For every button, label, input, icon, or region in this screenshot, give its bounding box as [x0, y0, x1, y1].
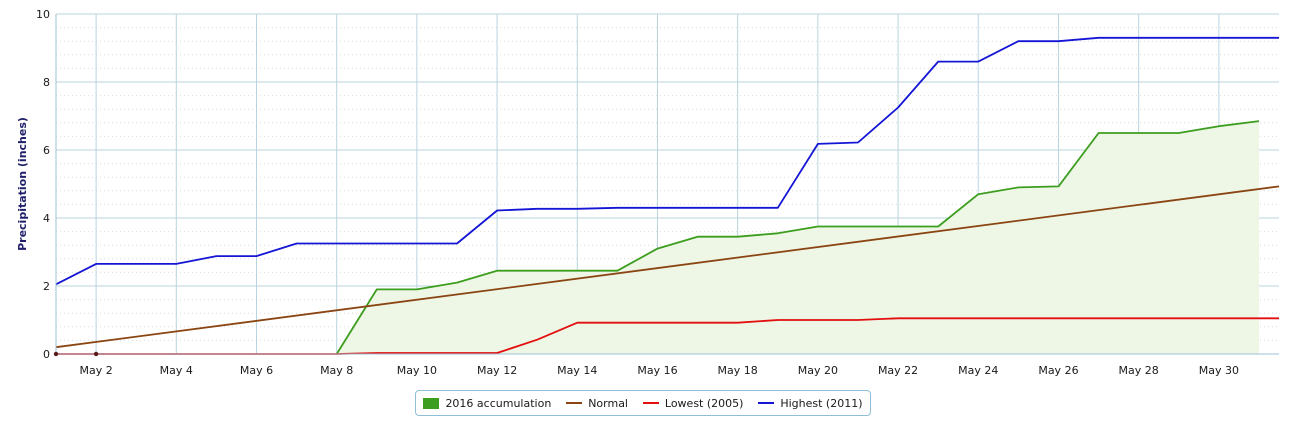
x-tick-label: May 8	[320, 364, 353, 377]
origin-marker	[53, 351, 59, 357]
x-tick-label: May 28	[1119, 364, 1159, 377]
axes-layer	[53, 14, 1279, 357]
series-line-3	[55, 36, 1279, 286]
chart-legend: 2016 accumulation Normal Lowest (2005) H…	[415, 390, 871, 416]
legend-item-lowest[interactable]: Lowest (2005)	[642, 396, 744, 410]
x-tick-label: May 6	[240, 364, 273, 377]
x-tick-label: May 4	[160, 364, 193, 377]
y-axis-label: Precipitation (inches)	[16, 117, 29, 251]
legend-label-normal: Normal	[588, 396, 628, 410]
x-tick-label: May 14	[557, 364, 597, 377]
y-tick-label: 8	[43, 76, 50, 89]
y-tick-label: 2	[43, 280, 50, 293]
legend-item-normal[interactable]: Normal	[566, 397, 628, 410]
x-tick-label: May 12	[477, 364, 517, 377]
x-tick-label: May 24	[958, 364, 998, 377]
series-line-0	[335, 120, 1260, 355]
precipitation-chart: 0 2 4 6 8 10 May 2 May 4 May 6 May 8 May 10 May 12…	[16, 8, 1280, 377]
legend-swatch-normal	[566, 402, 583, 404]
x-tick-label: May 26	[1038, 364, 1078, 377]
series-area-0	[336, 121, 1259, 354]
y-tick-label: 0	[43, 348, 50, 361]
x-tick-label: May 10	[397, 364, 437, 377]
legend-label-lowest: Lowest (2005)	[664, 396, 744, 410]
legend-swatch-lowest	[642, 402, 659, 404]
legend-label-2016: 2016 accumulation	[445, 396, 552, 410]
origin-marker	[93, 351, 99, 357]
x-axis-ticks: May 2 May 4 May 6 May 8 May 10 May 12 May 14 Ma…	[79, 364, 1239, 377]
series-line-1	[55, 185, 1280, 349]
y-axis-ticks: 0 2 4 6 8 10	[36, 8, 50, 361]
legend-swatch-2016	[423, 397, 440, 409]
x-tick-label: May 2	[79, 364, 112, 377]
y-tick-label: 6	[43, 144, 50, 157]
x-tick-label: May 20	[798, 364, 838, 377]
y-tick-label: 10	[36, 8, 50, 21]
x-tick-label: May 16	[637, 364, 677, 377]
legend-label-highest: Highest (2011)	[780, 396, 863, 410]
y-tick-label: 4	[43, 212, 50, 225]
series-line-2	[56, 317, 1279, 355]
x-tick-label: May 18	[718, 364, 758, 377]
series-layer	[55, 36, 1280, 355]
legend-swatch-highest	[758, 402, 775, 404]
x-tick-label: May 30	[1199, 364, 1239, 377]
legend-item-2016[interactable]: 2016 accumulation	[423, 397, 551, 410]
x-tick-label: May 22	[878, 364, 918, 377]
legend-item-highest[interactable]: Highest (2011)	[758, 396, 863, 410]
